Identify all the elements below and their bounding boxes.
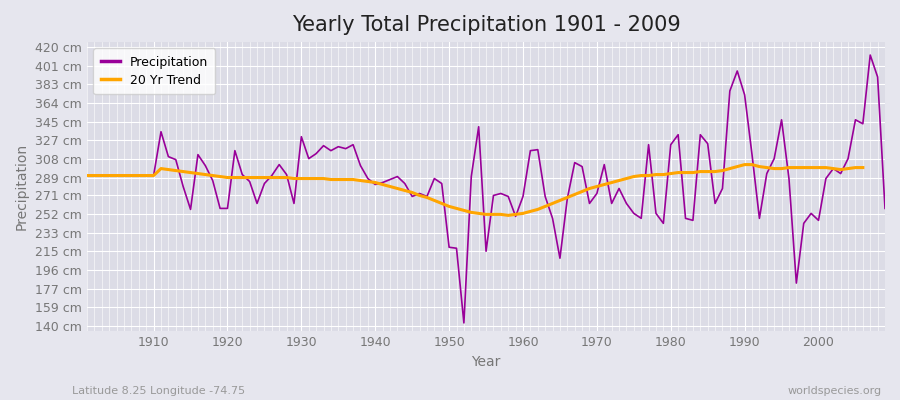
20 Yr Trend: [104, 173, 114, 178]
Precipitation: [614, 186, 625, 191]
Precipitation: [518, 194, 528, 199]
Precipitation: [865, 53, 876, 58]
Precipitation: [303, 156, 314, 161]
Text: Latitude 8.25 Longitude -74.75: Latitude 8.25 Longitude -74.75: [72, 386, 245, 396]
20 Yr Trend: [540, 204, 551, 209]
Y-axis label: Precipitation: Precipitation: [15, 143, 29, 230]
20 Yr Trend: [547, 201, 558, 206]
20 Yr Trend: [621, 176, 632, 181]
Legend: Precipitation, 20 Yr Trend: Precipitation, 20 Yr Trend: [94, 48, 215, 94]
X-axis label: Year: Year: [472, 355, 500, 369]
Text: worldspecies.org: worldspecies.org: [788, 386, 882, 396]
Precipitation: [82, 173, 93, 178]
20 Yr Trend: [591, 184, 602, 189]
Precipitation: [458, 320, 469, 325]
20 Yr Trend: [858, 165, 868, 170]
Precipitation: [347, 142, 358, 147]
20 Yr Trend: [769, 166, 779, 171]
Title: Yearly Total Precipitation 1901 - 2009: Yearly Total Precipitation 1901 - 2009: [292, 15, 680, 35]
20 Yr Trend: [739, 162, 750, 167]
20 Yr Trend: [82, 173, 93, 178]
Precipitation: [140, 173, 151, 178]
20 Yr Trend: [503, 213, 514, 218]
Precipitation: [879, 206, 890, 211]
Line: Precipitation: Precipitation: [87, 55, 885, 323]
Precipitation: [525, 148, 535, 153]
Line: 20 Yr Trend: 20 Yr Trend: [87, 164, 863, 215]
